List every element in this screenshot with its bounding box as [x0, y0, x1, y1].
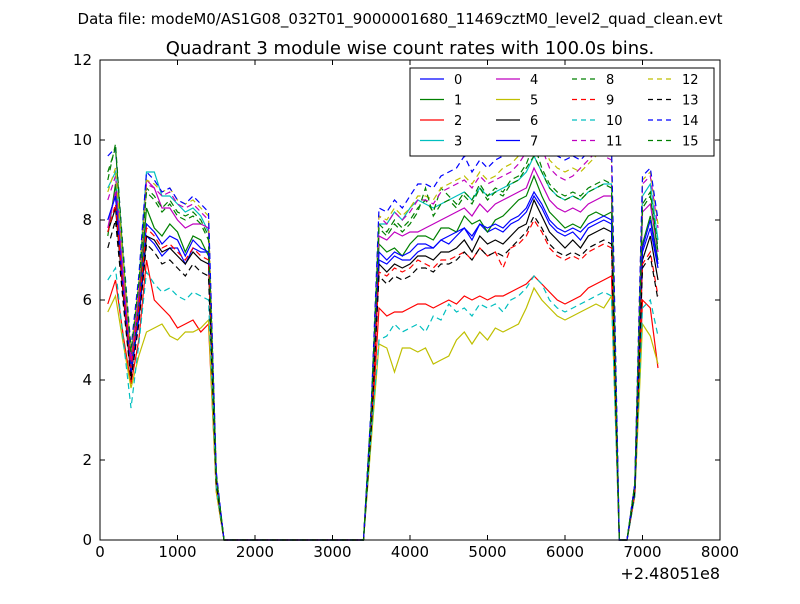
legend-label-6: 6 [530, 114, 538, 129]
y-tick-label: 6 [82, 291, 92, 309]
axes: 0 1000 2000 3000 4000 5000 6000 7000 80000246810… [73, 51, 739, 561]
series-line-6 [107, 198, 659, 541]
chart-title: Quadrant 3 module wise count rates with … [166, 38, 655, 59]
legend-label-1: 1 [454, 94, 462, 109]
x-tick-label: 8000 [701, 543, 739, 561]
legend-label-14: 14 [682, 114, 699, 129]
legend-label-8: 8 [606, 73, 614, 88]
series-line-7 [107, 190, 659, 541]
x-tick-label: 3000 [313, 543, 351, 561]
x-axis-offset-label: +2.48051e8 [620, 564, 720, 583]
legend-label-9: 9 [606, 94, 614, 109]
legend-label-7: 7 [530, 135, 538, 150]
legend-box [409, 67, 715, 157]
y-tick-label: 10 [73, 131, 92, 149]
x-tick-label: 1000 [158, 543, 196, 561]
y-tick-label: 8 [82, 211, 92, 229]
series-line-8 [107, 142, 659, 541]
y-tick-label: 4 [82, 371, 92, 389]
series-line-15 [107, 143, 659, 541]
series-line-12 [107, 107, 659, 541]
x-tick-label: 6000 [546, 543, 584, 561]
series-line-2 [107, 259, 659, 541]
legend-label-5: 5 [530, 94, 538, 109]
x-tick-label: 5000 [468, 543, 506, 561]
x-tick-label: 2000 [236, 543, 274, 561]
legend-label-11: 11 [606, 135, 623, 150]
legend-label-15: 15 [682, 135, 699, 150]
legend-label-0: 0 [454, 73, 462, 88]
series-line-14 [107, 105, 659, 541]
figure-suptitle: Data file: modeM0/AS1G08_032T01_90000016… [78, 10, 723, 29]
series-line-0 [107, 194, 659, 541]
series-line-10 [107, 266, 659, 541]
series-line-4 [107, 166, 659, 541]
x-tick-label: 0 [95, 543, 105, 561]
series-line-9 [107, 203, 659, 541]
legend-label-12: 12 [682, 73, 699, 88]
x-tick-label: 7000 [623, 543, 661, 561]
legend-label-10: 10 [606, 114, 623, 129]
series-line-5 [107, 286, 659, 541]
legend-label-3: 3 [454, 135, 462, 150]
series-line-13 [107, 214, 659, 541]
y-tick-label: 2 [82, 451, 92, 469]
y-tick-label: 12 [73, 51, 92, 69]
series-line-1 [107, 174, 659, 541]
series-line-3 [107, 154, 659, 541]
x-tick-label: 4000 [391, 543, 429, 561]
legend-label-4: 4 [530, 73, 538, 88]
legend-label-2: 2 [454, 114, 462, 129]
y-tick-label: 0 [82, 531, 92, 549]
plot-lines [107, 103, 659, 541]
legend-label-13: 13 [682, 94, 699, 109]
